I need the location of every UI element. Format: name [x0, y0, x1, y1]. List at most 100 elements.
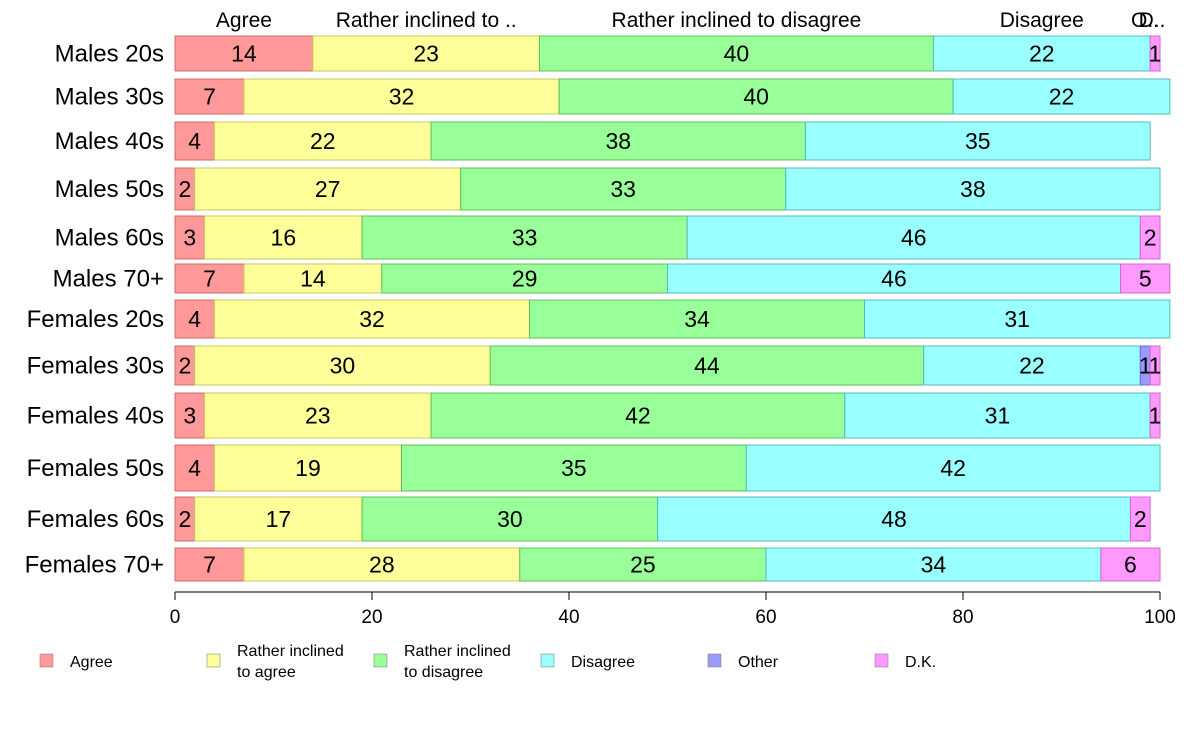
- category-label: Males 50s: [55, 176, 164, 203]
- bar-segment-rather-inclined-to-agree: [204, 215, 363, 260]
- bar-segment-disagree: [844, 392, 1151, 439]
- data-label: 27: [315, 176, 341, 202]
- data-label: 6: [1124, 552, 1137, 578]
- data-label: 7: [203, 552, 216, 578]
- legend-swatch: [39, 653, 54, 668]
- legend-item-d-k: D.K.: [874, 653, 936, 671]
- bar-segment-agree: [174, 299, 215, 339]
- legend-item-disagree: Disagree: [540, 653, 635, 671]
- data-label: 22: [1029, 41, 1055, 67]
- category-labels: Males 20s Males 30s Males 40s Males 50s Male…: [25, 41, 164, 579]
- data-label: 2: [178, 353, 191, 379]
- data-label: 40: [724, 41, 750, 67]
- bar-segment-rather-inclined-to-disagree: [558, 78, 954, 115]
- bar-segment-disagree: [667, 263, 1122, 294]
- data-label: 32: [359, 306, 385, 332]
- legend-label: Agree: [70, 654, 113, 671]
- legend-swatch: [707, 653, 722, 668]
- legend-label: Disagree: [571, 654, 635, 671]
- bar-segment-d-k: [1139, 215, 1161, 260]
- category-label: Males 70+: [53, 266, 164, 293]
- data-label: 38: [605, 128, 631, 154]
- column-label-rather-inclined-to-agree: Rather inclined to ..: [336, 9, 517, 32]
- legend-swatch: [874, 653, 889, 668]
- data-label: 30: [330, 353, 356, 379]
- legend-item-rather-inclined-to-disagree: Rather inclined to disagree: [373, 643, 511, 681]
- x-tick-label: 60: [755, 607, 776, 628]
- data-label: 1: [1149, 353, 1162, 379]
- data-label: 22: [1049, 84, 1075, 110]
- bar-segment-agree: [174, 263, 245, 294]
- category-label: Males 40s: [55, 128, 164, 155]
- data-label: 28: [369, 552, 395, 578]
- bar-segment-d-k: [1149, 35, 1161, 72]
- bar-segment-agree: [174, 121, 215, 161]
- bar-segment-rather-inclined-to-disagree: [401, 444, 747, 492]
- bar-segment-rather-inclined-to-disagree: [430, 121, 806, 161]
- category-label: Females 40s: [27, 403, 164, 430]
- legend-item-agree: Agree: [39, 653, 113, 671]
- bar-row-females-40s: 3 23 42 31 1: [174, 392, 1162, 439]
- data-label: 22: [310, 128, 336, 154]
- data-label: 32: [389, 84, 415, 110]
- bar-segment-disagree: [686, 215, 1141, 260]
- data-label: 3: [183, 403, 196, 429]
- data-label: 2: [1134, 506, 1147, 532]
- bar-segment-rather-inclined-to-disagree: [489, 345, 925, 386]
- data-label: 5: [1139, 266, 1152, 292]
- bar-segment-disagree: [952, 78, 1171, 115]
- bar-segment-agree: [174, 392, 206, 439]
- data-label: 23: [413, 41, 439, 67]
- bar-segment-rather-inclined-to-disagree: [381, 263, 668, 294]
- bar-row-females-20s: 4 32 34 31: [174, 299, 1171, 339]
- data-label: 1: [1149, 41, 1162, 67]
- x-tick-label: 100: [1144, 607, 1176, 628]
- bar-segment-rather-inclined-to-agree: [194, 167, 462, 211]
- bar-row-males-40s: 4 22 38 35: [174, 121, 1151, 161]
- data-label: 35: [561, 455, 587, 481]
- x-tick-label: 0: [170, 607, 181, 628]
- legend-label: Rather inclined: [237, 643, 344, 660]
- bar-segment-rather-inclined-to-agree: [204, 392, 432, 439]
- data-label: 2: [178, 506, 191, 532]
- data-label: 1: [1149, 403, 1162, 429]
- bar-segment-d-k: [1149, 392, 1161, 439]
- bar-segment-rather-inclined-to-disagree: [430, 392, 846, 439]
- bar-row-males-50s: 2 27 33 38: [174, 167, 1161, 211]
- legend-item-rather-inclined-to-agree: Rather inclined to agree: [206, 643, 344, 681]
- bar-segment-rather-inclined-to-agree: [194, 496, 363, 542]
- bar-row-males-30s: 7 32 40 22: [174, 78, 1171, 115]
- bar-segment-rather-inclined-to-agree: [243, 263, 383, 294]
- data-label: 25: [630, 552, 656, 578]
- column-label-disagree: Disagree: [1000, 9, 1084, 32]
- bar-segment-agree: [174, 215, 206, 260]
- data-label: 23: [305, 403, 331, 429]
- bar-segment-disagree: [657, 496, 1131, 542]
- bar-segment-agree: [174, 78, 245, 115]
- legend-label: Rather inclined: [404, 643, 511, 660]
- data-label: 33: [610, 176, 636, 202]
- bar-row-males-20s: 14 23 40 22 1: [174, 35, 1162, 72]
- data-label: 44: [694, 353, 720, 379]
- bar-segment-rather-inclined-to-disagree: [529, 299, 865, 339]
- x-tick-label: 20: [361, 607, 382, 628]
- data-label: 48: [881, 506, 907, 532]
- data-label: 1: [1139, 353, 1152, 379]
- data-label: 42: [940, 455, 966, 481]
- legend-label: to disagree: [404, 664, 483, 681]
- bar-segment-agree: [174, 547, 245, 582]
- bar-row-females-30s: 2 30 44 22 11: [174, 345, 1162, 386]
- data-label: 2: [178, 176, 191, 202]
- legend-label: Other: [738, 654, 779, 671]
- bar-segment-d-k: [1120, 263, 1171, 294]
- legend-swatch: [206, 653, 221, 668]
- data-label: 38: [960, 176, 986, 202]
- legend-item-other: Other: [707, 653, 779, 671]
- data-label: 42: [625, 403, 651, 429]
- bar-segment-rather-inclined-to-agree: [312, 35, 540, 72]
- category-label: Females 50s: [27, 455, 164, 482]
- category-label: Males 30s: [55, 84, 164, 111]
- bar-row-males-70: 7 14 29 46 5: [174, 263, 1171, 294]
- data-label: 29: [512, 266, 538, 292]
